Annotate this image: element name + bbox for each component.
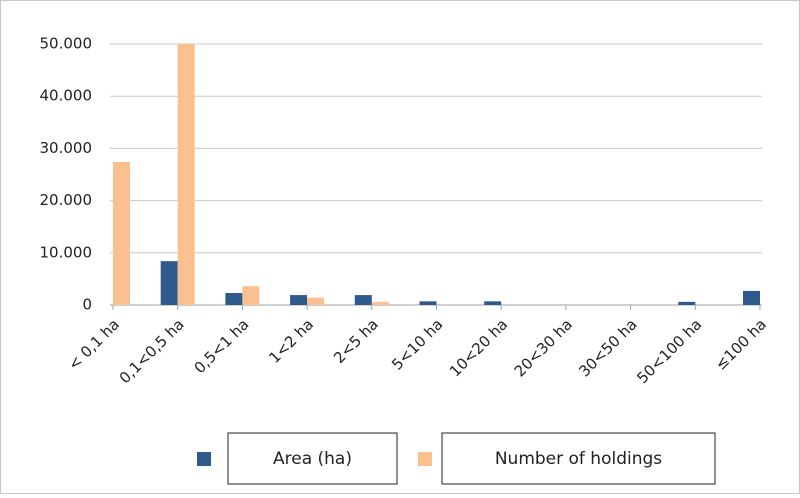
bar [678, 301, 696, 305]
bar [371, 301, 389, 305]
bar [743, 290, 760, 305]
y-tick-label: 40.000 [40, 87, 93, 105]
y-tick-label: 20.000 [40, 191, 93, 209]
y-tick-label: 0 [82, 296, 92, 314]
legend-swatch [197, 452, 211, 466]
bar [354, 295, 372, 305]
bar [419, 301, 437, 305]
y-tick-label: 50.000 [40, 35, 93, 53]
bar [160, 261, 178, 305]
bar [290, 295, 308, 305]
y-tick-label: 30.000 [40, 139, 93, 157]
bar [177, 44, 195, 305]
bar [242, 286, 260, 305]
legend-box [227, 432, 398, 485]
legend-label: Number of holdings [495, 449, 662, 469]
bar [484, 301, 502, 305]
legend-label: Area (ha) [273, 449, 352, 469]
legend-swatch [418, 452, 432, 466]
bar [113, 161, 130, 305]
bar [225, 292, 243, 305]
legend-box [441, 432, 716, 485]
y-tick-label: 10.000 [40, 243, 93, 261]
bar [307, 297, 325, 305]
